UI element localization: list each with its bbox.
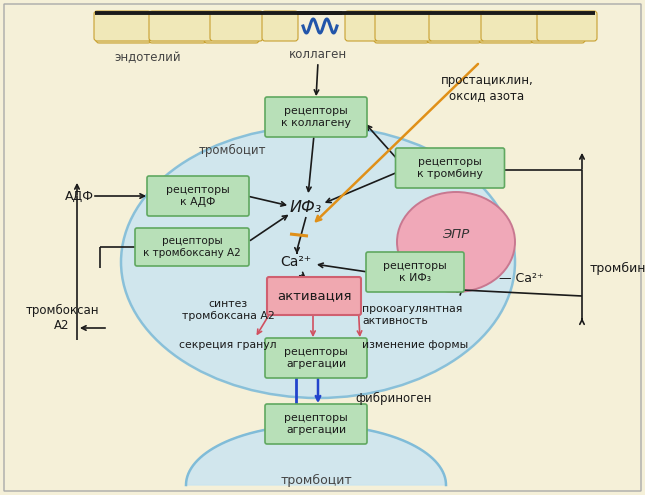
Text: тромбоксан
А2: тромбоксан А2 <box>25 304 99 332</box>
FancyBboxPatch shape <box>265 404 367 444</box>
Text: рецепторы
к ИФ₃: рецепторы к ИФ₃ <box>383 261 447 283</box>
FancyBboxPatch shape <box>147 176 249 216</box>
FancyBboxPatch shape <box>265 338 367 378</box>
Text: тромбоцит: тромбоцит <box>198 144 266 156</box>
FancyBboxPatch shape <box>481 11 541 41</box>
Text: АДФ: АДФ <box>65 190 94 202</box>
FancyBboxPatch shape <box>531 12 585 43</box>
Text: прокоагулянтная
активность: прокоагулянтная активность <box>362 304 462 326</box>
FancyBboxPatch shape <box>479 12 533 43</box>
Ellipse shape <box>397 192 515 292</box>
Text: активация: активация <box>277 290 352 302</box>
Text: коллаген: коллаген <box>289 49 347 61</box>
Text: тромбоцит: тромбоцит <box>280 473 352 487</box>
Polygon shape <box>186 425 446 485</box>
Text: рецепторы
к коллагену: рецепторы к коллагену <box>281 106 351 128</box>
FancyBboxPatch shape <box>262 11 298 41</box>
Text: ЭПР: ЭПР <box>442 228 470 241</box>
Text: простациклин,
оксид азота: простациклин, оксид азота <box>441 74 533 102</box>
FancyBboxPatch shape <box>204 12 259 43</box>
Text: рецепторы
к АДФ: рецепторы к АДФ <box>166 185 230 207</box>
FancyBboxPatch shape <box>366 252 464 292</box>
FancyBboxPatch shape <box>429 11 485 41</box>
FancyBboxPatch shape <box>395 148 504 188</box>
Text: изменение формы: изменение формы <box>362 340 468 350</box>
Text: Ca²⁺: Ca²⁺ <box>281 255 312 269</box>
Text: синтез
тромбоксана А2: синтез тромбоксана А2 <box>182 299 274 321</box>
Text: рецепторы
агрегации: рецепторы агрегации <box>284 413 348 435</box>
FancyBboxPatch shape <box>149 11 213 41</box>
FancyBboxPatch shape <box>427 12 481 43</box>
Text: секреция гранул: секреция гранул <box>179 340 277 350</box>
FancyBboxPatch shape <box>537 11 597 41</box>
Ellipse shape <box>121 126 515 398</box>
Text: рецепторы
к тромбоксану А2: рецепторы к тромбоксану А2 <box>143 236 241 258</box>
FancyBboxPatch shape <box>96 12 151 43</box>
FancyBboxPatch shape <box>345 11 378 41</box>
FancyBboxPatch shape <box>210 11 263 41</box>
FancyBboxPatch shape <box>375 11 433 41</box>
FancyBboxPatch shape <box>149 12 206 43</box>
Text: рецепторы
к тромбину: рецепторы к тромбину <box>417 157 483 179</box>
Text: — Ca²⁺: — Ca²⁺ <box>499 271 544 285</box>
FancyBboxPatch shape <box>135 228 249 266</box>
Text: эндотелий: эндотелий <box>115 51 181 64</box>
FancyBboxPatch shape <box>4 4 641 491</box>
FancyBboxPatch shape <box>265 97 367 137</box>
FancyBboxPatch shape <box>374 12 429 43</box>
Text: фибриноген: фибриноген <box>355 392 432 404</box>
FancyBboxPatch shape <box>267 277 361 315</box>
Text: ИФ₃: ИФ₃ <box>290 199 322 214</box>
Text: рецепторы
агрегации: рецепторы агрегации <box>284 347 348 369</box>
Text: тромбин: тромбин <box>590 261 645 275</box>
FancyBboxPatch shape <box>94 11 151 41</box>
